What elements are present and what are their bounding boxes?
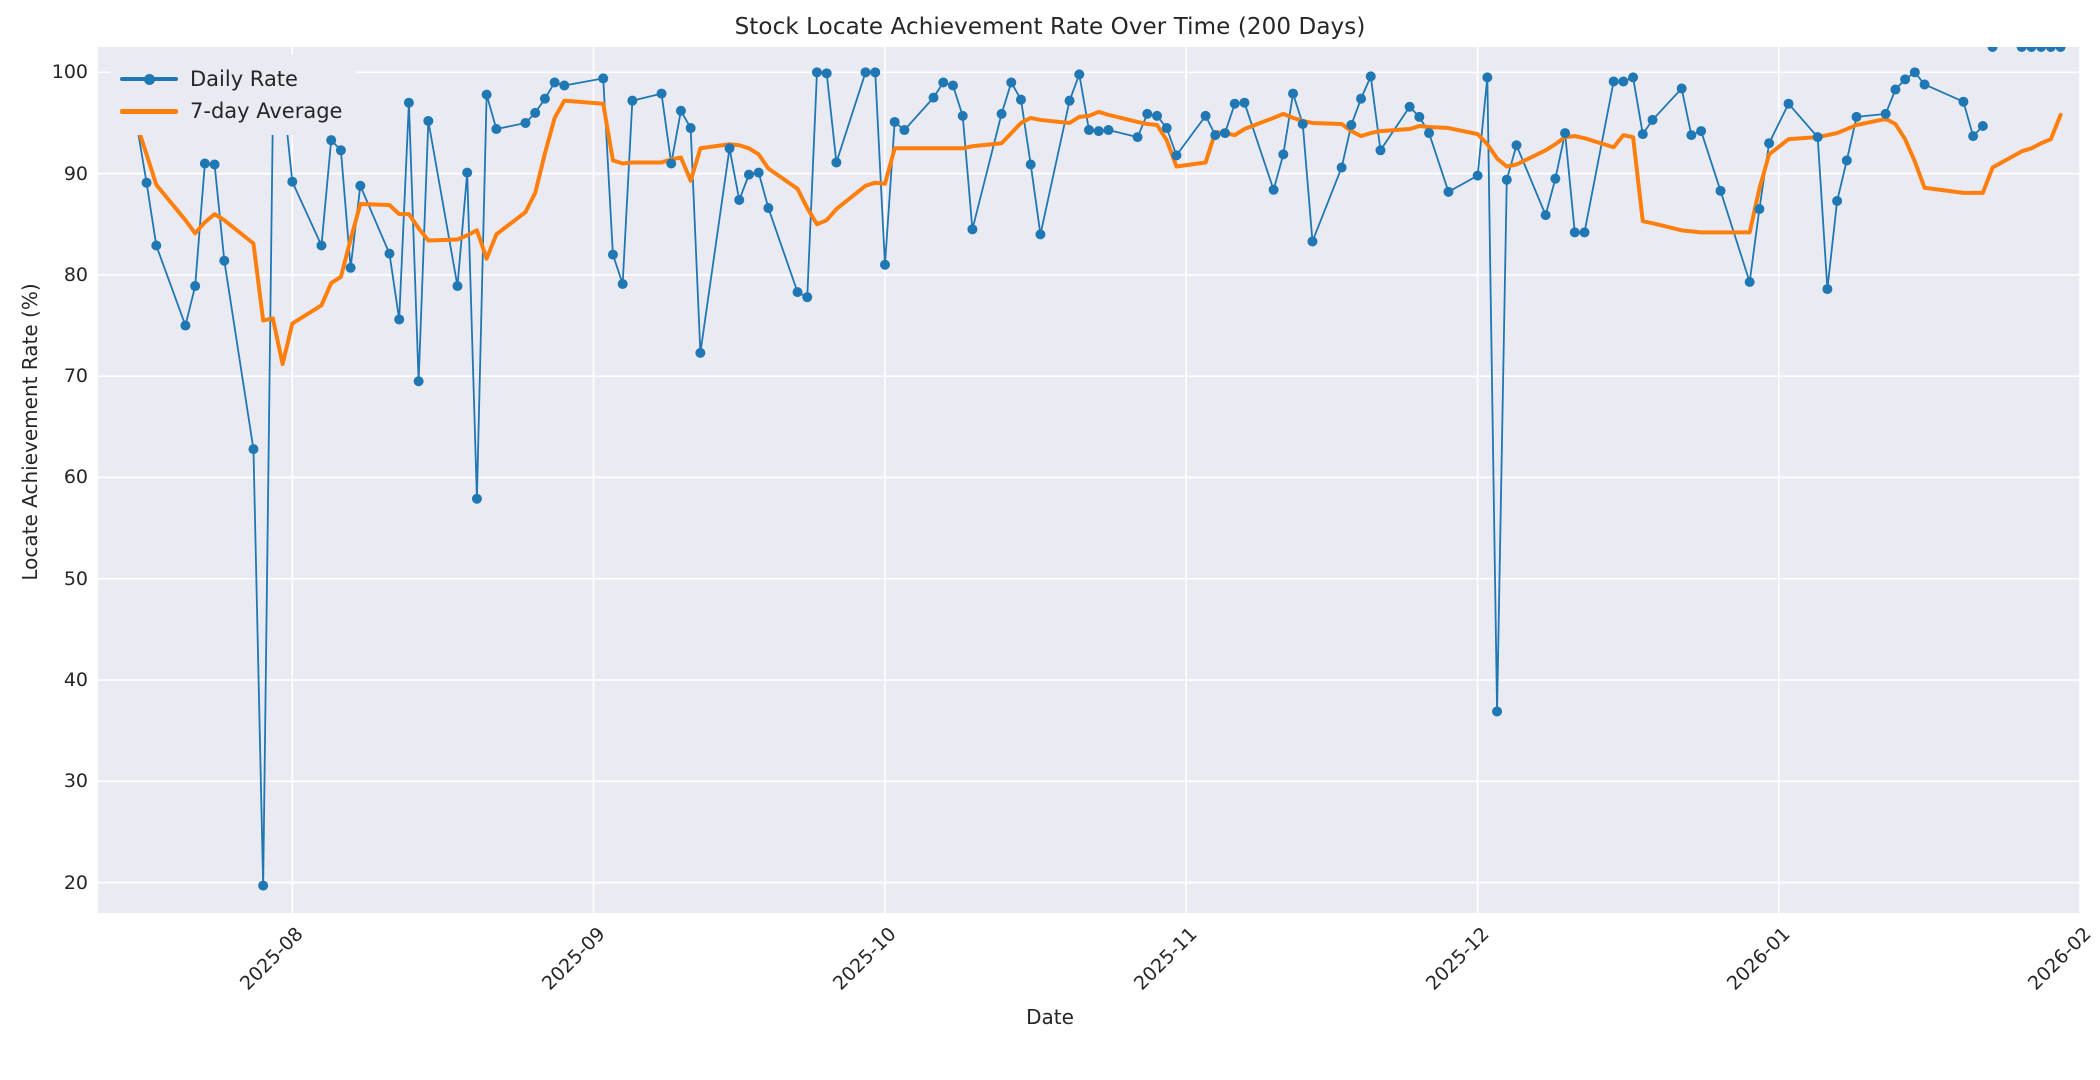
legend-entry[interactable]: 7-day Average: [120, 95, 342, 127]
y-axis-label: Locate Achievement Rate (%): [18, 283, 42, 581]
legend-entry[interactable]: Daily Rate: [120, 63, 342, 95]
x-tick-label: 2025-08: [236, 923, 308, 995]
legend-swatch-icon: [120, 95, 178, 127]
legend-label: 7-day Average: [190, 99, 343, 123]
y-tick-label: 50: [63, 567, 88, 590]
grid-lines: [98, 47, 2080, 913]
x-tick-label: 2025-11: [1130, 923, 1202, 995]
legend-label: Daily Rate: [190, 67, 298, 91]
y-tick-label: 100: [51, 61, 88, 84]
y-tick-label: 60: [63, 466, 88, 489]
y-tick-label: 20: [63, 871, 88, 894]
series-lines: [131, 47, 2066, 891]
y-tick-label: 40: [63, 669, 88, 692]
y-axis-tick-labels: 20 30 40 50 60 70 80 90 100: [0, 47, 88, 913]
chart-figure: Stock Locate Achievement Rate Over Time …: [0, 14, 2096, 1029]
x-tick-label: 2025-12: [1421, 923, 1494, 995]
x-tick-label: 2026-02: [2023, 923, 2096, 995]
y-tick-label: 30: [63, 770, 88, 793]
plot-area: [98, 47, 2080, 913]
chart-legend[interactable]: Daily Rate 7-day Average: [110, 55, 357, 135]
x-tick-label: 2025-10: [828, 923, 901, 995]
chart-title: Stock Locate Achievement Rate Over Time …: [734, 14, 1366, 40]
legend-swatch-icon: [120, 63, 178, 95]
y-tick-label: 70: [63, 365, 88, 388]
x-tick-label: 2025-09: [537, 923, 610, 995]
x-tick-label: 2026-01: [1722, 923, 1795, 995]
y-tick-label: 80: [63, 263, 88, 286]
y-tick-label: 90: [63, 162, 88, 185]
x-axis-label: Date: [1026, 1005, 1074, 1029]
